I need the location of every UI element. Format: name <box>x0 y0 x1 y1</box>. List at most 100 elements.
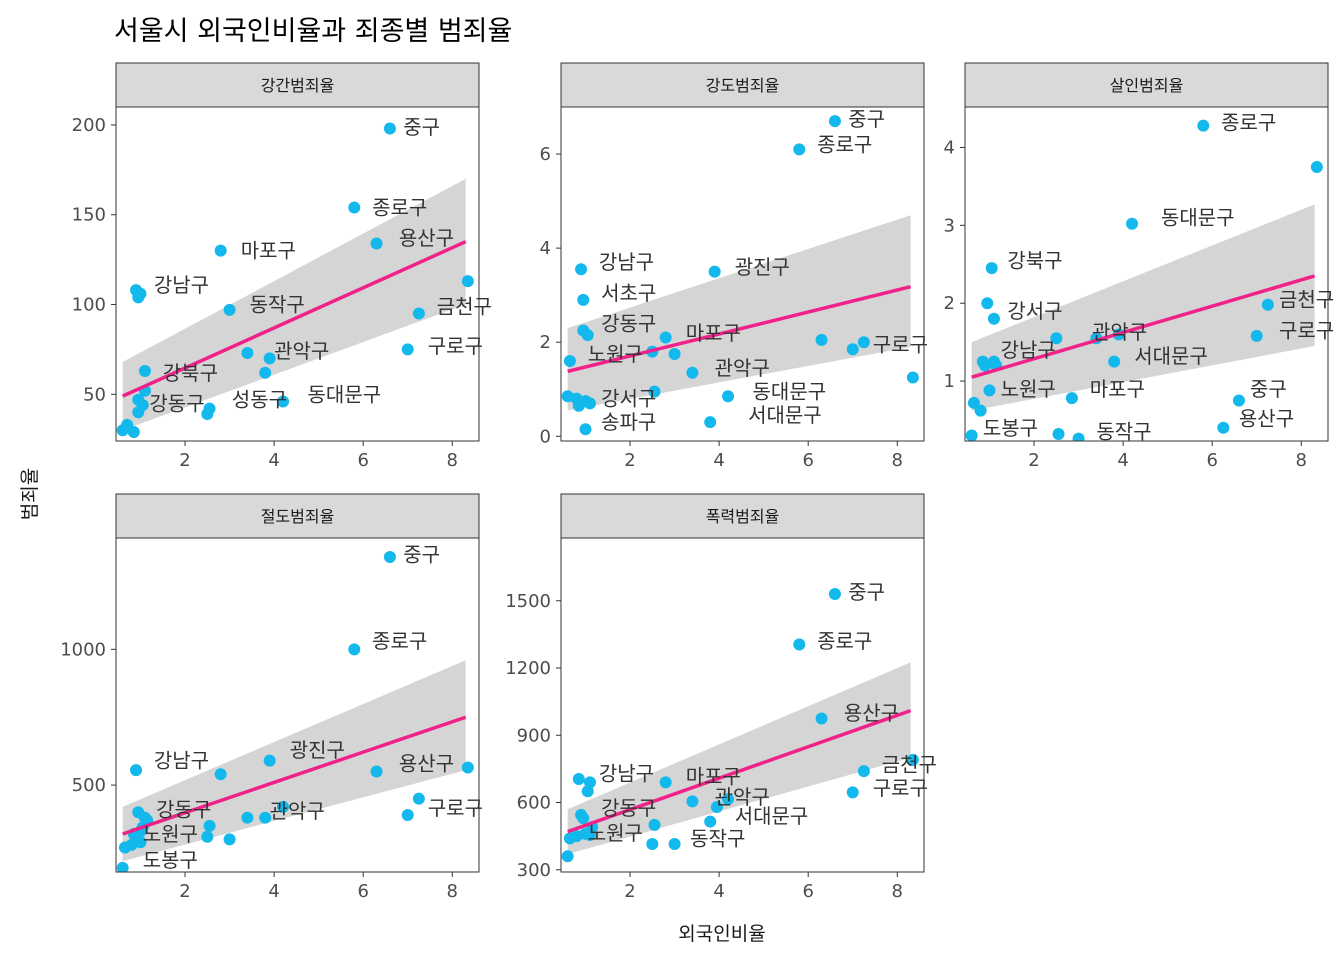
x-tick-label: 6 <box>802 881 813 902</box>
y-tick-label: 0 <box>540 426 551 447</box>
data-point <box>370 765 383 778</box>
point-label: 강서구 <box>601 387 656 411</box>
confidence-band <box>567 662 911 855</box>
point-label: 성동구 <box>232 388 287 412</box>
point-label: 구로구 <box>873 776 928 800</box>
y-tick-label: 1000 <box>60 639 106 660</box>
data-point <box>793 143 806 156</box>
data-point <box>577 812 590 825</box>
data-point <box>581 329 594 342</box>
point-label: 종로구 <box>372 629 427 653</box>
data-point <box>223 833 236 846</box>
facet-strip <box>560 62 925 108</box>
x-tick-label: 2 <box>179 450 190 471</box>
point-label: 강남구 <box>599 250 654 274</box>
y-tick-label: 200 <box>72 115 106 136</box>
point-label: 동대문구 <box>308 382 382 406</box>
data-point <box>646 837 659 850</box>
data-point <box>1261 298 1274 311</box>
data-point <box>370 237 383 250</box>
data-point <box>241 347 254 360</box>
y-tick-label: 2 <box>944 293 955 314</box>
x-tick-label: 2 <box>1028 450 1039 471</box>
y-tick-label: 50 <box>83 384 106 405</box>
x-tick-label: 2 <box>624 450 635 471</box>
data-point <box>1232 394 1245 407</box>
point-label: 서대문구 <box>735 804 809 828</box>
point-label: 금천구 <box>1279 287 1334 311</box>
point-label: 중구 <box>403 115 440 139</box>
data-point <box>412 307 425 320</box>
y-tick-label: 6 <box>540 144 551 165</box>
data-point <box>1050 332 1063 345</box>
data-point <box>581 785 594 798</box>
panel-border <box>560 537 925 873</box>
point-label: 구로구 <box>1279 318 1334 342</box>
y-tick-label: 100 <box>72 295 106 316</box>
point-label: 서초구 <box>601 281 656 305</box>
point-label: 강서구 <box>1007 299 1062 323</box>
data-point <box>203 819 216 832</box>
data-point <box>130 764 143 777</box>
data-point <box>575 263 588 276</box>
trend-line <box>567 285 912 374</box>
point-label: 도봉구 <box>143 848 198 872</box>
point-label: 노원구 <box>1001 377 1056 401</box>
y-tick-label: 3 <box>944 215 955 236</box>
data-point <box>722 390 735 403</box>
point-label: 강동구 <box>601 796 656 820</box>
data-point <box>563 355 576 368</box>
data-point <box>1108 355 1121 368</box>
y-tick-label: 500 <box>72 775 106 796</box>
point-label: 용산구 <box>1239 406 1294 430</box>
point-label: 용산구 <box>844 701 899 725</box>
y-tick-label: 900 <box>517 725 551 746</box>
y-tick-label: 1200 <box>505 658 551 679</box>
data-point <box>577 293 590 306</box>
data-point <box>1197 119 1210 132</box>
point-label: 강남구 <box>154 273 209 297</box>
data-point <box>704 815 717 828</box>
data-point <box>648 818 661 831</box>
x-tick-label: 8 <box>892 881 903 902</box>
data-point <box>668 347 681 360</box>
data-point <box>412 792 425 805</box>
point-label: 송파구 <box>601 410 656 434</box>
x-tick-label: 6 <box>357 881 368 902</box>
point-label: 마포구 <box>686 321 741 345</box>
data-point <box>710 800 723 813</box>
y-tick-label: 300 <box>517 860 551 881</box>
y-tick-label: 1500 <box>505 591 551 612</box>
panel-border <box>115 537 480 873</box>
data-point <box>704 416 717 429</box>
data-point <box>383 122 396 135</box>
data-point <box>383 551 396 564</box>
point-label: 강북구 <box>163 361 218 385</box>
data-point <box>203 402 216 415</box>
data-point <box>263 352 276 365</box>
panel-plot-area <box>561 588 919 863</box>
data-point <box>223 303 236 316</box>
data-point <box>983 384 996 397</box>
data-point <box>987 355 1000 368</box>
data-point <box>132 393 145 406</box>
point-label: 관악구 <box>1092 320 1147 344</box>
data-point <box>981 297 994 310</box>
facet-strip-label: 살인범죄율 <box>1110 76 1184 95</box>
point-label: 강북구 <box>1007 248 1062 272</box>
data-point <box>583 397 596 410</box>
data-point <box>815 333 828 346</box>
data-point <box>461 761 474 774</box>
facet-strip <box>560 493 925 539</box>
point-label: 종로구 <box>817 629 872 653</box>
data-point <box>241 811 254 824</box>
y-tick-label: 150 <box>72 205 106 226</box>
x-tick-label: 4 <box>713 881 724 902</box>
data-point <box>659 331 672 344</box>
y-tick-label: 2 <box>540 332 551 353</box>
point-label: 종로구 <box>817 133 872 157</box>
data-point <box>985 262 998 275</box>
